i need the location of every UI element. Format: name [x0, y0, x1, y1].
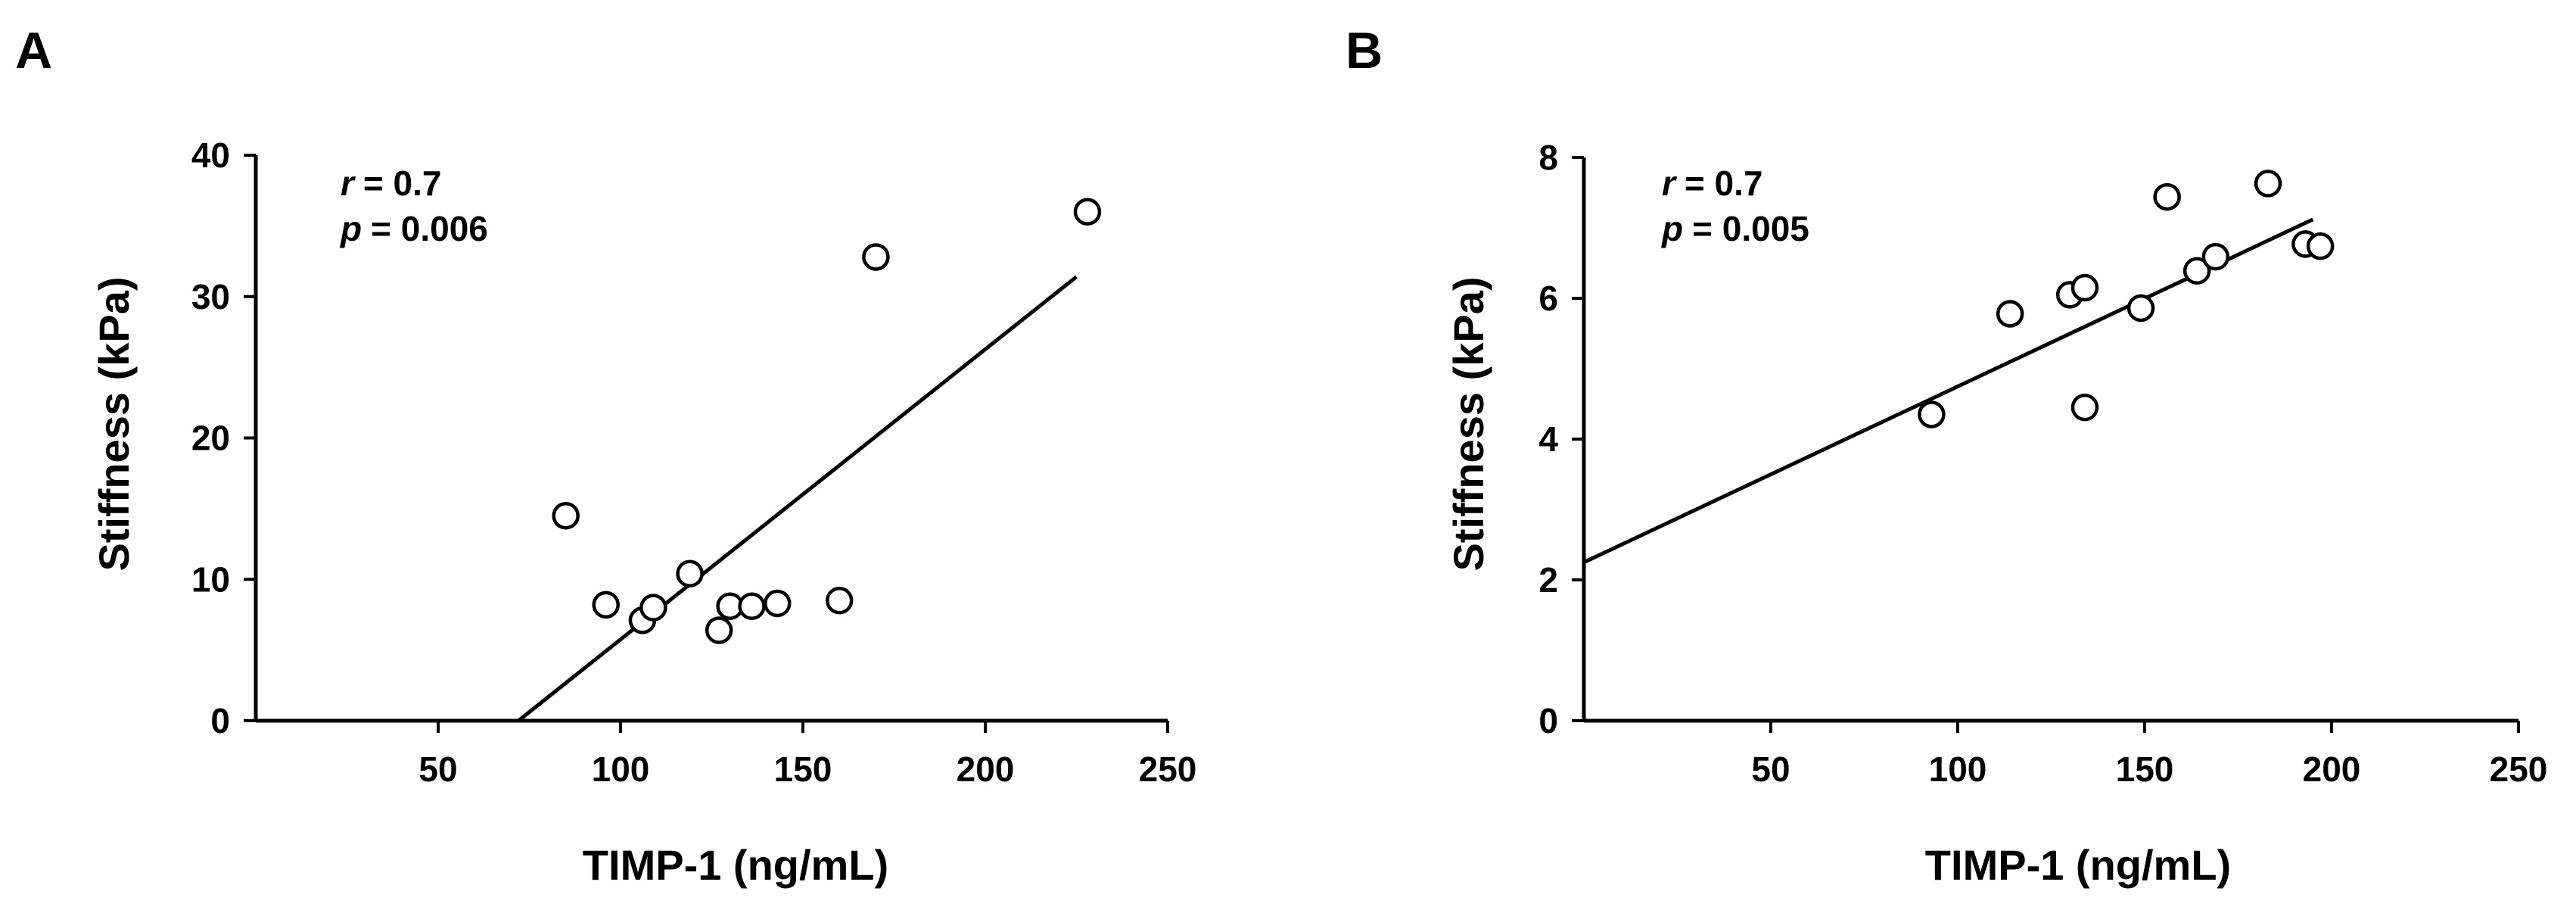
- y-tick-label-b: 2: [1538, 560, 1558, 600]
- x-tick-label-b: 50: [1751, 749, 1790, 789]
- data-point-a: [705, 616, 733, 644]
- panel-label-b: B: [1346, 22, 1383, 79]
- p-symbol-a: p: [339, 209, 362, 248]
- y-tick-label-a: 40: [191, 136, 230, 175]
- y-tick-label-a: 0: [210, 701, 230, 740]
- panel-b: B 50 100 150 200 250 0 2 4 6 8 r = 0.7 p = 0.005 TI…: [1346, 22, 2547, 889]
- data-point-b: [2201, 242, 2230, 271]
- annotation-p-b: p = 0.005: [1660, 209, 1809, 248]
- data-point-b: [2126, 294, 2155, 323]
- panel-a: A 50 100 150 200 250 0 10 20 30 40 r = 0.7 p = 0.00…: [15, 22, 1196, 889]
- y-tick-label-b: 0: [1538, 701, 1558, 740]
- x-axis-label-b: TIMP-1 (ng/mL): [1925, 841, 2231, 889]
- data-point-b: [1918, 400, 1946, 428]
- x-tick-label-b: 150: [2116, 749, 2174, 789]
- data-point-b: [2070, 273, 2099, 302]
- x-tick-label-b: 200: [2303, 749, 2361, 789]
- y-axis-label-b: Stiffness (kPa): [1445, 277, 1492, 572]
- regression-line-a: [517, 275, 1078, 722]
- panel-label-a: A: [15, 22, 52, 79]
- data-point-b: [2182, 257, 2211, 285]
- x-tick-label-a: 50: [418, 749, 457, 789]
- p-symbol-b: p: [1660, 209, 1683, 248]
- x-tick-label-a: 100: [592, 749, 650, 789]
- data-point-a: [1073, 198, 1102, 226]
- data-point-a: [676, 559, 704, 588]
- data-point-a: [764, 589, 792, 618]
- r-value-a: = 0.7: [363, 164, 442, 203]
- data-point-a: [825, 587, 854, 615]
- data-point-a: [552, 501, 580, 530]
- x-tick-label-a: 200: [957, 749, 1015, 789]
- annotation-r-a: r = 0.7: [341, 164, 442, 203]
- y-tick-label-a: 30: [191, 277, 230, 316]
- y-tick-label-a: 20: [191, 419, 230, 458]
- r-symbol-b: r: [1662, 164, 1677, 203]
- data-point-b: [1996, 300, 2024, 328]
- annotation-p-a: p = 0.006: [339, 209, 488, 248]
- r-value-b: = 0.7: [1685, 164, 1763, 203]
- p-value-b: = 0.005: [1692, 209, 1809, 248]
- data-point-a: [862, 243, 890, 271]
- data-point-a: [639, 594, 667, 622]
- x-tick-label-b: 250: [2490, 749, 2548, 789]
- plot-b-area: 50 100 150 200 250 0 2 4 6 8: [1538, 138, 2547, 789]
- y-tick-label-a: 10: [191, 559, 230, 599]
- data-point-a: [738, 592, 766, 620]
- y-tick-label-b: 8: [1538, 138, 1558, 177]
- data-point-b: [2306, 232, 2335, 260]
- data-point-b: [2254, 170, 2282, 198]
- data-point-a: [592, 590, 620, 619]
- plot-a-area: 50 100 150 200 250 0 10 20 30 40: [191, 136, 1197, 789]
- y-tick-label-b: 4: [1538, 419, 1558, 459]
- y-axis-label-a: Stiffness (kPa): [90, 277, 138, 572]
- p-value-a: = 0.006: [371, 209, 488, 248]
- x-tick-label-a: 250: [1139, 749, 1197, 789]
- x-tick-label-b: 100: [1929, 749, 1987, 789]
- x-tick-label-a: 150: [774, 749, 832, 789]
- data-point-b: [2153, 182, 2181, 211]
- y-tick-label-b: 6: [1538, 279, 1558, 318]
- data-point-b: [2070, 393, 2099, 422]
- annotation-r-b: r = 0.7: [1662, 164, 1763, 203]
- x-axis-label-a: TIMP-1 (ng/mL): [583, 841, 888, 889]
- r-symbol-a: r: [341, 164, 356, 203]
